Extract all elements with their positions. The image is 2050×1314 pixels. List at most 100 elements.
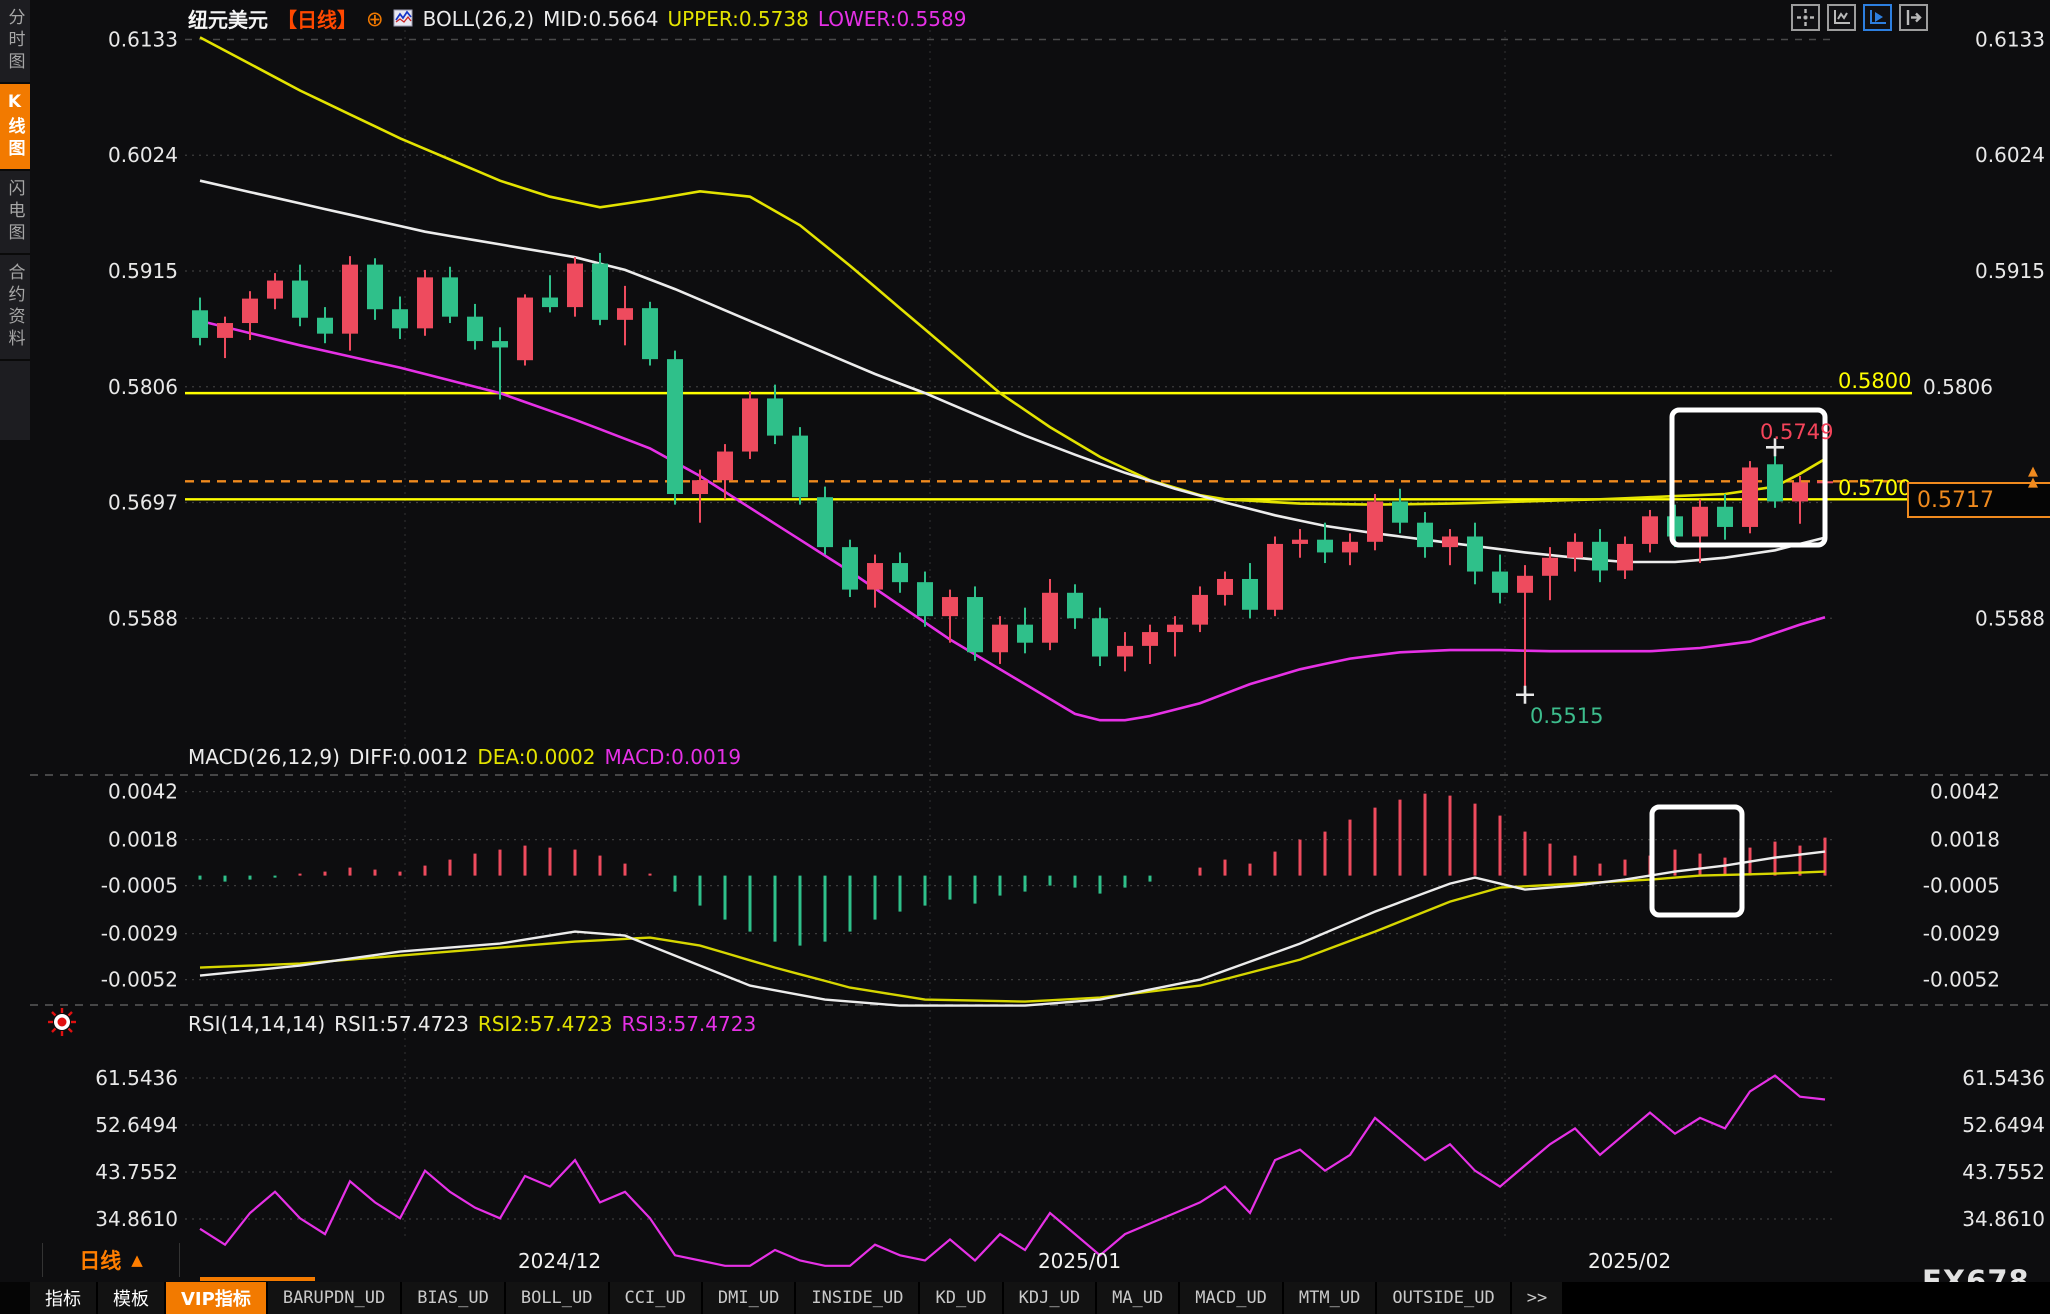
- candle[interactable]: [1117, 632, 1133, 672]
- candle[interactable]: [1717, 494, 1733, 540]
- candle[interactable]: [717, 444, 733, 500]
- candle[interactable]: [642, 301, 658, 366]
- toolbar-tab-outside_ud[interactable]: OUTSIDE_UD: [1377, 1282, 1512, 1314]
- sidebar-item-contract-info[interactable]: 合约资料: [0, 255, 30, 361]
- candle[interactable]: [967, 586, 983, 661]
- toolbar-tab-[interactable]: 模板: [98, 1282, 166, 1314]
- candle[interactable]: [1292, 529, 1308, 558]
- candle[interactable]: [367, 258, 383, 320]
- toolbar-tab-bias_ud[interactable]: BIAS_UD: [402, 1282, 506, 1314]
- candle[interactable]: [617, 285, 633, 346]
- highlight-boxes-layer: [1649, 407, 1828, 918]
- candle[interactable]: [467, 303, 483, 350]
- chart-scale-icon[interactable]: [1827, 4, 1856, 31]
- candle[interactable]: [542, 275, 558, 313]
- timeframe-selector[interactable]: 日线 ▲: [42, 1243, 180, 1277]
- candle[interactable]: [1317, 522, 1333, 564]
- candle[interactable]: [1167, 616, 1183, 657]
- candle[interactable]: [1417, 512, 1433, 558]
- candle[interactable]: [1492, 554, 1508, 604]
- candle[interactable]: [567, 257, 583, 317]
- candle[interactable]: [1742, 461, 1758, 534]
- candle[interactable]: [767, 384, 783, 445]
- candle[interactable]: [942, 589, 958, 643]
- toolbar-tab-dmi_ud[interactable]: DMI_UD: [702, 1282, 797, 1314]
- toolbar-tab-kdj_ud[interactable]: KDJ_UD: [1003, 1282, 1098, 1314]
- candle[interactable]: [342, 256, 358, 351]
- horizontal-scrollbar[interactable]: [200, 1277, 315, 1281]
- toolbar-tab-inside_ud[interactable]: INSIDE_UD: [796, 1282, 921, 1314]
- chart-playback-icon[interactable]: [1863, 4, 1892, 31]
- candle[interactable]: [1267, 536, 1283, 617]
- candle[interactable]: [842, 539, 858, 598]
- candle[interactable]: [1217, 571, 1233, 606]
- boll-lower-value: LOWER:0.5589: [817, 6, 967, 31]
- candle[interactable]: [317, 307, 333, 344]
- candle[interactable]: [392, 296, 408, 339]
- toolbar-tab->>[interactable]: >>: [1511, 1282, 1565, 1314]
- toolbar-tab-boll_ud[interactable]: BOLL_UD: [505, 1282, 610, 1314]
- candle[interactable]: [792, 427, 808, 505]
- price-pane-header: 纽元美元 【日线】 ⊕ BOLL(26,2) MID:0.5664 UPPER:…: [188, 4, 966, 33]
- sidebar-item-flash-chart[interactable]: 闪电图: [0, 171, 30, 255]
- toolbar-tab-kd_ud[interactable]: KD_UD: [920, 1282, 1004, 1314]
- candle[interactable]: [1767, 447, 1783, 508]
- axis-label: 52.6494: [1962, 1113, 2045, 1137]
- candle[interactable]: [992, 616, 1008, 664]
- candle[interactable]: [442, 266, 458, 324]
- axis-label: 52.6494: [95, 1113, 178, 1137]
- chart-canvas[interactable]: 0.6133 0.6133 0.6024 0.6024 0.5915 0.5915 0.58…: [0, 0, 2050, 1282]
- target-icon[interactable]: ⊕: [366, 6, 384, 31]
- toolbar-tab-mtm_ud[interactable]: MTM_UD: [1283, 1282, 1378, 1314]
- candle[interactable]: [592, 252, 608, 326]
- kline-indicator-icon[interactable]: [393, 9, 414, 28]
- candle[interactable]: [1017, 607, 1033, 654]
- candle[interactable]: [1142, 624, 1158, 664]
- candle[interactable]: [1792, 475, 1808, 524]
- candle[interactable]: [892, 552, 908, 593]
- candle[interactable]: [1542, 547, 1558, 601]
- candle[interactable]: [742, 391, 758, 459]
- candle[interactable]: [1192, 586, 1208, 633]
- period-label[interactable]: 【日线】: [277, 8, 357, 32]
- candle[interactable]: [492, 327, 508, 400]
- sidebar-item-kline-chart[interactable]: K线图: [0, 84, 30, 171]
- sidebar-item-time-chart[interactable]: 分时图: [0, 0, 30, 84]
- candle[interactable]: [867, 554, 883, 608]
- candle[interactable]: [1517, 565, 1533, 695]
- candle[interactable]: [1617, 536, 1633, 579]
- candle[interactable]: [1442, 529, 1458, 566]
- candle[interactable]: [1042, 578, 1058, 651]
- candle[interactable]: [517, 294, 533, 366]
- candle[interactable]: [242, 291, 258, 341]
- candle[interactable]: [1367, 494, 1383, 551]
- candle[interactable]: [1242, 563, 1258, 619]
- candle[interactable]: [1342, 533, 1358, 566]
- candle[interactable]: [1592, 529, 1608, 583]
- candle[interactable]: [1692, 499, 1708, 564]
- candle[interactable]: [1092, 607, 1108, 667]
- candle[interactable]: [1467, 522, 1483, 585]
- candle[interactable]: [1392, 488, 1408, 534]
- candle[interactable]: [1067, 584, 1083, 629]
- candle[interactable]: [292, 264, 308, 327]
- candle[interactable]: [917, 571, 933, 627]
- toolbar-tab-[interactable]: 指标: [30, 1282, 98, 1314]
- candle[interactable]: [1642, 509, 1658, 553]
- candle[interactable]: [817, 486, 833, 555]
- candle[interactable]: [667, 350, 683, 505]
- toolbar-tab-ma_ud[interactable]: MA_UD: [1097, 1282, 1181, 1314]
- toolbar-tab-vip[interactable]: VIP指标: [166, 1282, 268, 1314]
- alert-dot-icon[interactable]: [46, 1006, 78, 1042]
- candle[interactable]: [217, 316, 233, 359]
- candle[interactable]: [692, 469, 708, 523]
- candle[interactable]: [192, 297, 208, 346]
- move-crosshair-icon[interactable]: [1791, 4, 1820, 31]
- toolbar-tab-barupdn_ud[interactable]: BARUPDN_UD: [267, 1282, 403, 1314]
- candle[interactable]: [417, 269, 433, 336]
- toolbar-tab-cci_ud[interactable]: CCI_UD: [609, 1282, 703, 1314]
- split-panel-icon[interactable]: [1899, 4, 1928, 31]
- candle[interactable]: [1567, 533, 1583, 572]
- candle[interactable]: [267, 273, 283, 310]
- toolbar-tab-macd_ud[interactable]: MACD_UD: [1180, 1282, 1284, 1314]
